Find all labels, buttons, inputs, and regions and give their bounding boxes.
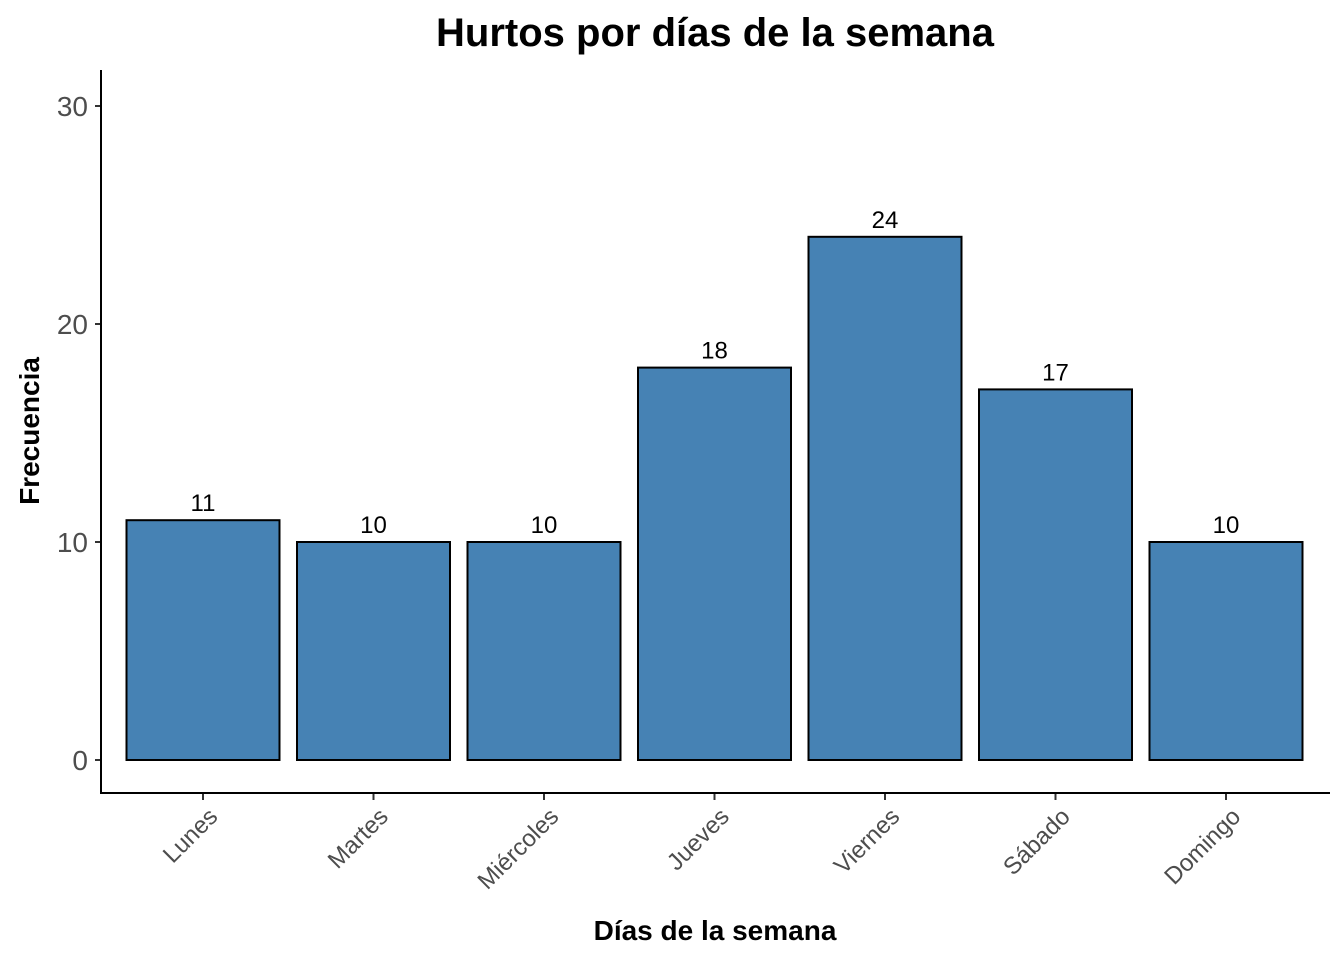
bar	[466, 541, 622, 761]
x-tick-label: Miércoles	[473, 803, 565, 895]
bar-data-label: 18	[701, 338, 728, 365]
plot-area: 0 10 20 30 11 Lunes 10 Martes 10 Miércoles 18 Jueve…	[57, 91, 1304, 895]
x-tick-label: Jueves	[662, 803, 735, 876]
x-tick-label: Lunes	[158, 803, 223, 868]
bar	[1148, 541, 1304, 761]
y-tick-label: 10	[57, 527, 88, 558]
bar-data-label: 24	[872, 207, 899, 234]
x-tick-label: Sábado	[998, 803, 1076, 881]
bar-data-label: 17	[1042, 359, 1069, 386]
bar-data-label: 10	[360, 512, 387, 539]
bar	[978, 388, 1133, 761]
y-tick-label: 20	[57, 309, 88, 340]
bar-data-label: 10	[1213, 512, 1240, 539]
bar	[296, 541, 451, 761]
y-axis-title: Frecuencia	[14, 357, 45, 505]
bar	[125, 519, 281, 762]
bar-data-label: 11	[191, 490, 216, 517]
y-tick-label: 30	[57, 91, 88, 122]
bar	[807, 235, 963, 762]
x-tick-label: Martes	[323, 803, 394, 874]
x-tick-label: Viernes	[829, 803, 905, 879]
chart-title: Hurtos por días de la semana	[436, 11, 995, 55]
bar	[637, 366, 792, 761]
y-tick-label: 0	[72, 745, 88, 776]
x-tick-label: Domingo	[1159, 803, 1246, 890]
bar-data-label: 10	[531, 512, 558, 539]
x-axis-title: Días de la semana	[594, 915, 837, 946]
